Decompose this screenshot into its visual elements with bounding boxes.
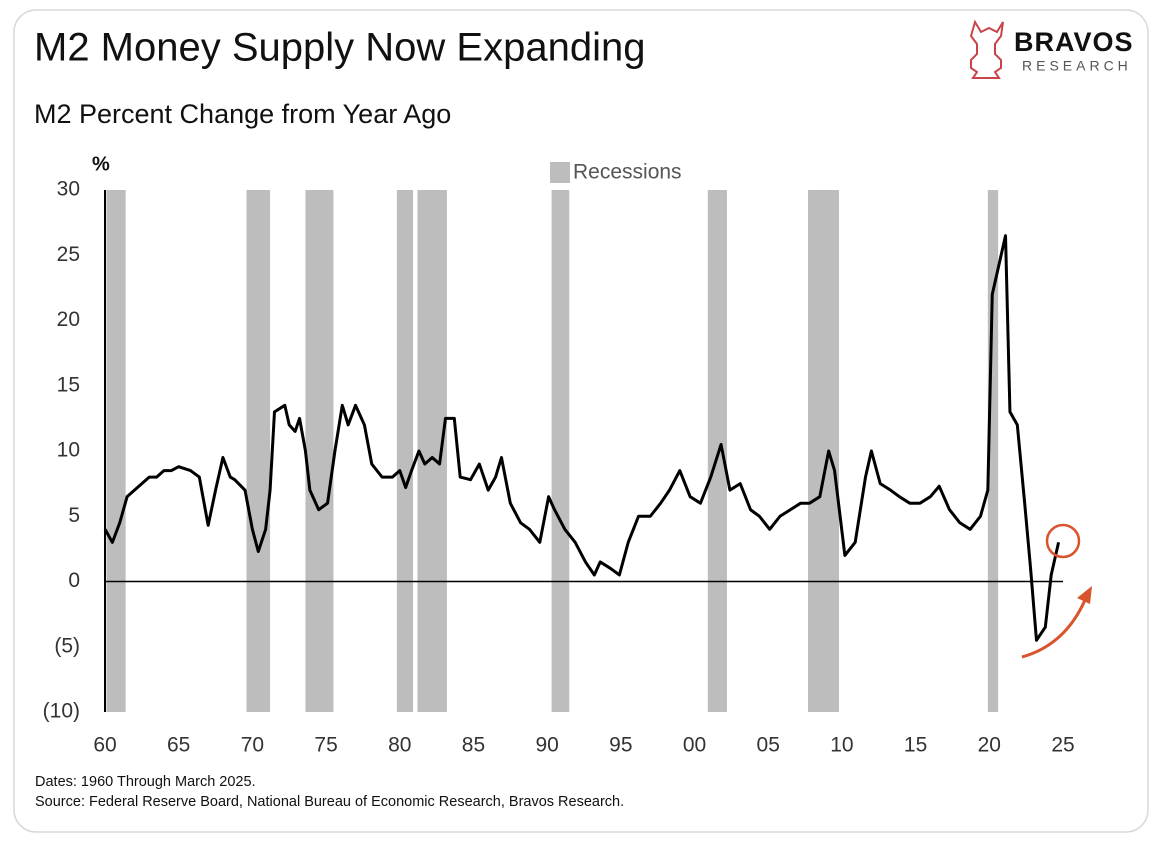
legend-label: Recessions [573, 161, 682, 184]
recession-band [808, 190, 839, 712]
recession-band [246, 190, 271, 712]
recession-band [106, 190, 126, 712]
recession-band [551, 190, 570, 712]
y-tick-label: 5 [68, 504, 80, 527]
y-tick-label: 15 [57, 373, 80, 396]
x-tick-label: 70 [241, 734, 264, 757]
x-tick-label: 05 [757, 734, 780, 757]
x-tick-label: 90 [535, 734, 558, 757]
card [13, 9, 1149, 833]
recession-band [707, 190, 727, 712]
y-tick-label: 10 [57, 439, 80, 462]
recession-band [987, 190, 999, 712]
y-tick-label: 30 [57, 178, 80, 201]
arrow [1021, 599, 1087, 659]
chart-title: M2 Money Supply Now Expanding [34, 26, 645, 70]
y-tick-label: (10) [43, 700, 80, 723]
recession-band [396, 190, 414, 712]
recession-band [305, 190, 334, 712]
x-tick-label: 75 [314, 734, 337, 757]
x-tick-label: 20 [978, 734, 1001, 757]
logo-name: BRAVOS [1014, 27, 1134, 57]
x-tick-label: 00 [683, 734, 706, 757]
highlight-circle [1045, 523, 1081, 559]
x-tick-label: 95 [609, 734, 632, 757]
note: Dates: 1960 Through March 2025. [35, 774, 256, 790]
logo-tagline: RESEARCH [1022, 58, 1132, 74]
x-tick-label: 15 [904, 734, 927, 757]
chart-subtitle: M2 Percent Change from Year Ago [34, 99, 451, 129]
x-tick-label: 10 [830, 734, 853, 757]
y-tick-label: (5) [54, 634, 80, 657]
logo: BRAVOS RESEARCH [969, 19, 1134, 79]
x-tick-label: 80 [388, 734, 411, 757]
note: Source: Federal Reserve Board, National … [35, 794, 624, 810]
y-tick-label: 0 [68, 569, 80, 592]
y-tick-label: 20 [57, 308, 80, 331]
y-tick-label: 25 [57, 243, 80, 266]
logo-icon [969, 19, 1004, 79]
y-axis-label: % [92, 153, 110, 175]
legend-swatch [550, 162, 570, 183]
x-tick-label: 85 [462, 734, 485, 757]
series-line [103, 234, 1061, 642]
x-tick-label: 60 [93, 734, 116, 757]
arrow-head [1077, 586, 1092, 604]
annotation [1021, 523, 1092, 659]
x-tick-label: 65 [167, 734, 190, 757]
x-tick-label: 25 [1051, 734, 1074, 757]
